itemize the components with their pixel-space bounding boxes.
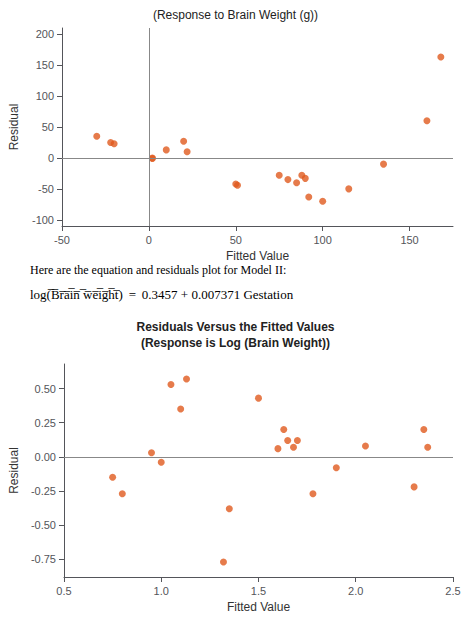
svg-text:100: 100 [36, 90, 54, 102]
svg-text:0.00: 0.00 [35, 451, 56, 463]
svg-text:(Response to Brain Weight (g)): (Response to Brain Weight (g)) [153, 8, 318, 22]
svg-text:-0.50: -0.50 [31, 519, 56, 531]
svg-text:1.0: 1.0 [154, 585, 169, 597]
svg-text:log(̅B̅r̅a̅i̅n̅ ̅w̅e̅i̅g̅h̅t̅): log(̅B̅r̅a̅i̅n̅ ̅w̅e̅i̅g̅h̅t̅) = 0.3457 … [30, 287, 294, 302]
svg-text:150: 150 [36, 59, 54, 71]
svg-text:0: 0 [146, 234, 152, 246]
svg-text:0.25: 0.25 [35, 417, 56, 429]
svg-text:-0.25: -0.25 [31, 485, 56, 497]
svg-text:0: 0 [48, 152, 54, 164]
svg-text:Here are the equation and resi: Here are the equation and residuals plot… [30, 263, 286, 277]
svg-text:200: 200 [36, 28, 54, 40]
svg-text:Residual: Residual [7, 104, 21, 151]
svg-text:Fitted Value: Fitted Value [227, 600, 290, 614]
svg-text:-0.75: -0.75 [31, 553, 56, 565]
svg-text:100: 100 [313, 234, 331, 246]
svg-text:0.5: 0.5 [56, 585, 71, 597]
svg-text:0.50: 0.50 [35, 383, 56, 395]
svg-text:50: 50 [42, 121, 54, 133]
svg-text:1.5: 1.5 [251, 585, 266, 597]
svg-text:Fitted Value: Fitted Value [226, 249, 289, 263]
svg-text:(Response is Log (Brain Weight: (Response is Log (Brain Weight)) [141, 336, 330, 350]
svg-text:-100: -100 [32, 214, 54, 226]
svg-text:-50: -50 [54, 234, 70, 246]
svg-text:150: 150 [400, 234, 418, 246]
svg-text:2.0: 2.0 [348, 585, 363, 597]
svg-text:-50: -50 [38, 183, 54, 195]
svg-text:Residual: Residual [7, 447, 21, 494]
svg-text:2.5: 2.5 [445, 585, 460, 597]
svg-text:Residuals Versus the Fitted Va: Residuals Versus the Fitted Values [136, 320, 334, 334]
svg-text:50: 50 [230, 234, 242, 246]
